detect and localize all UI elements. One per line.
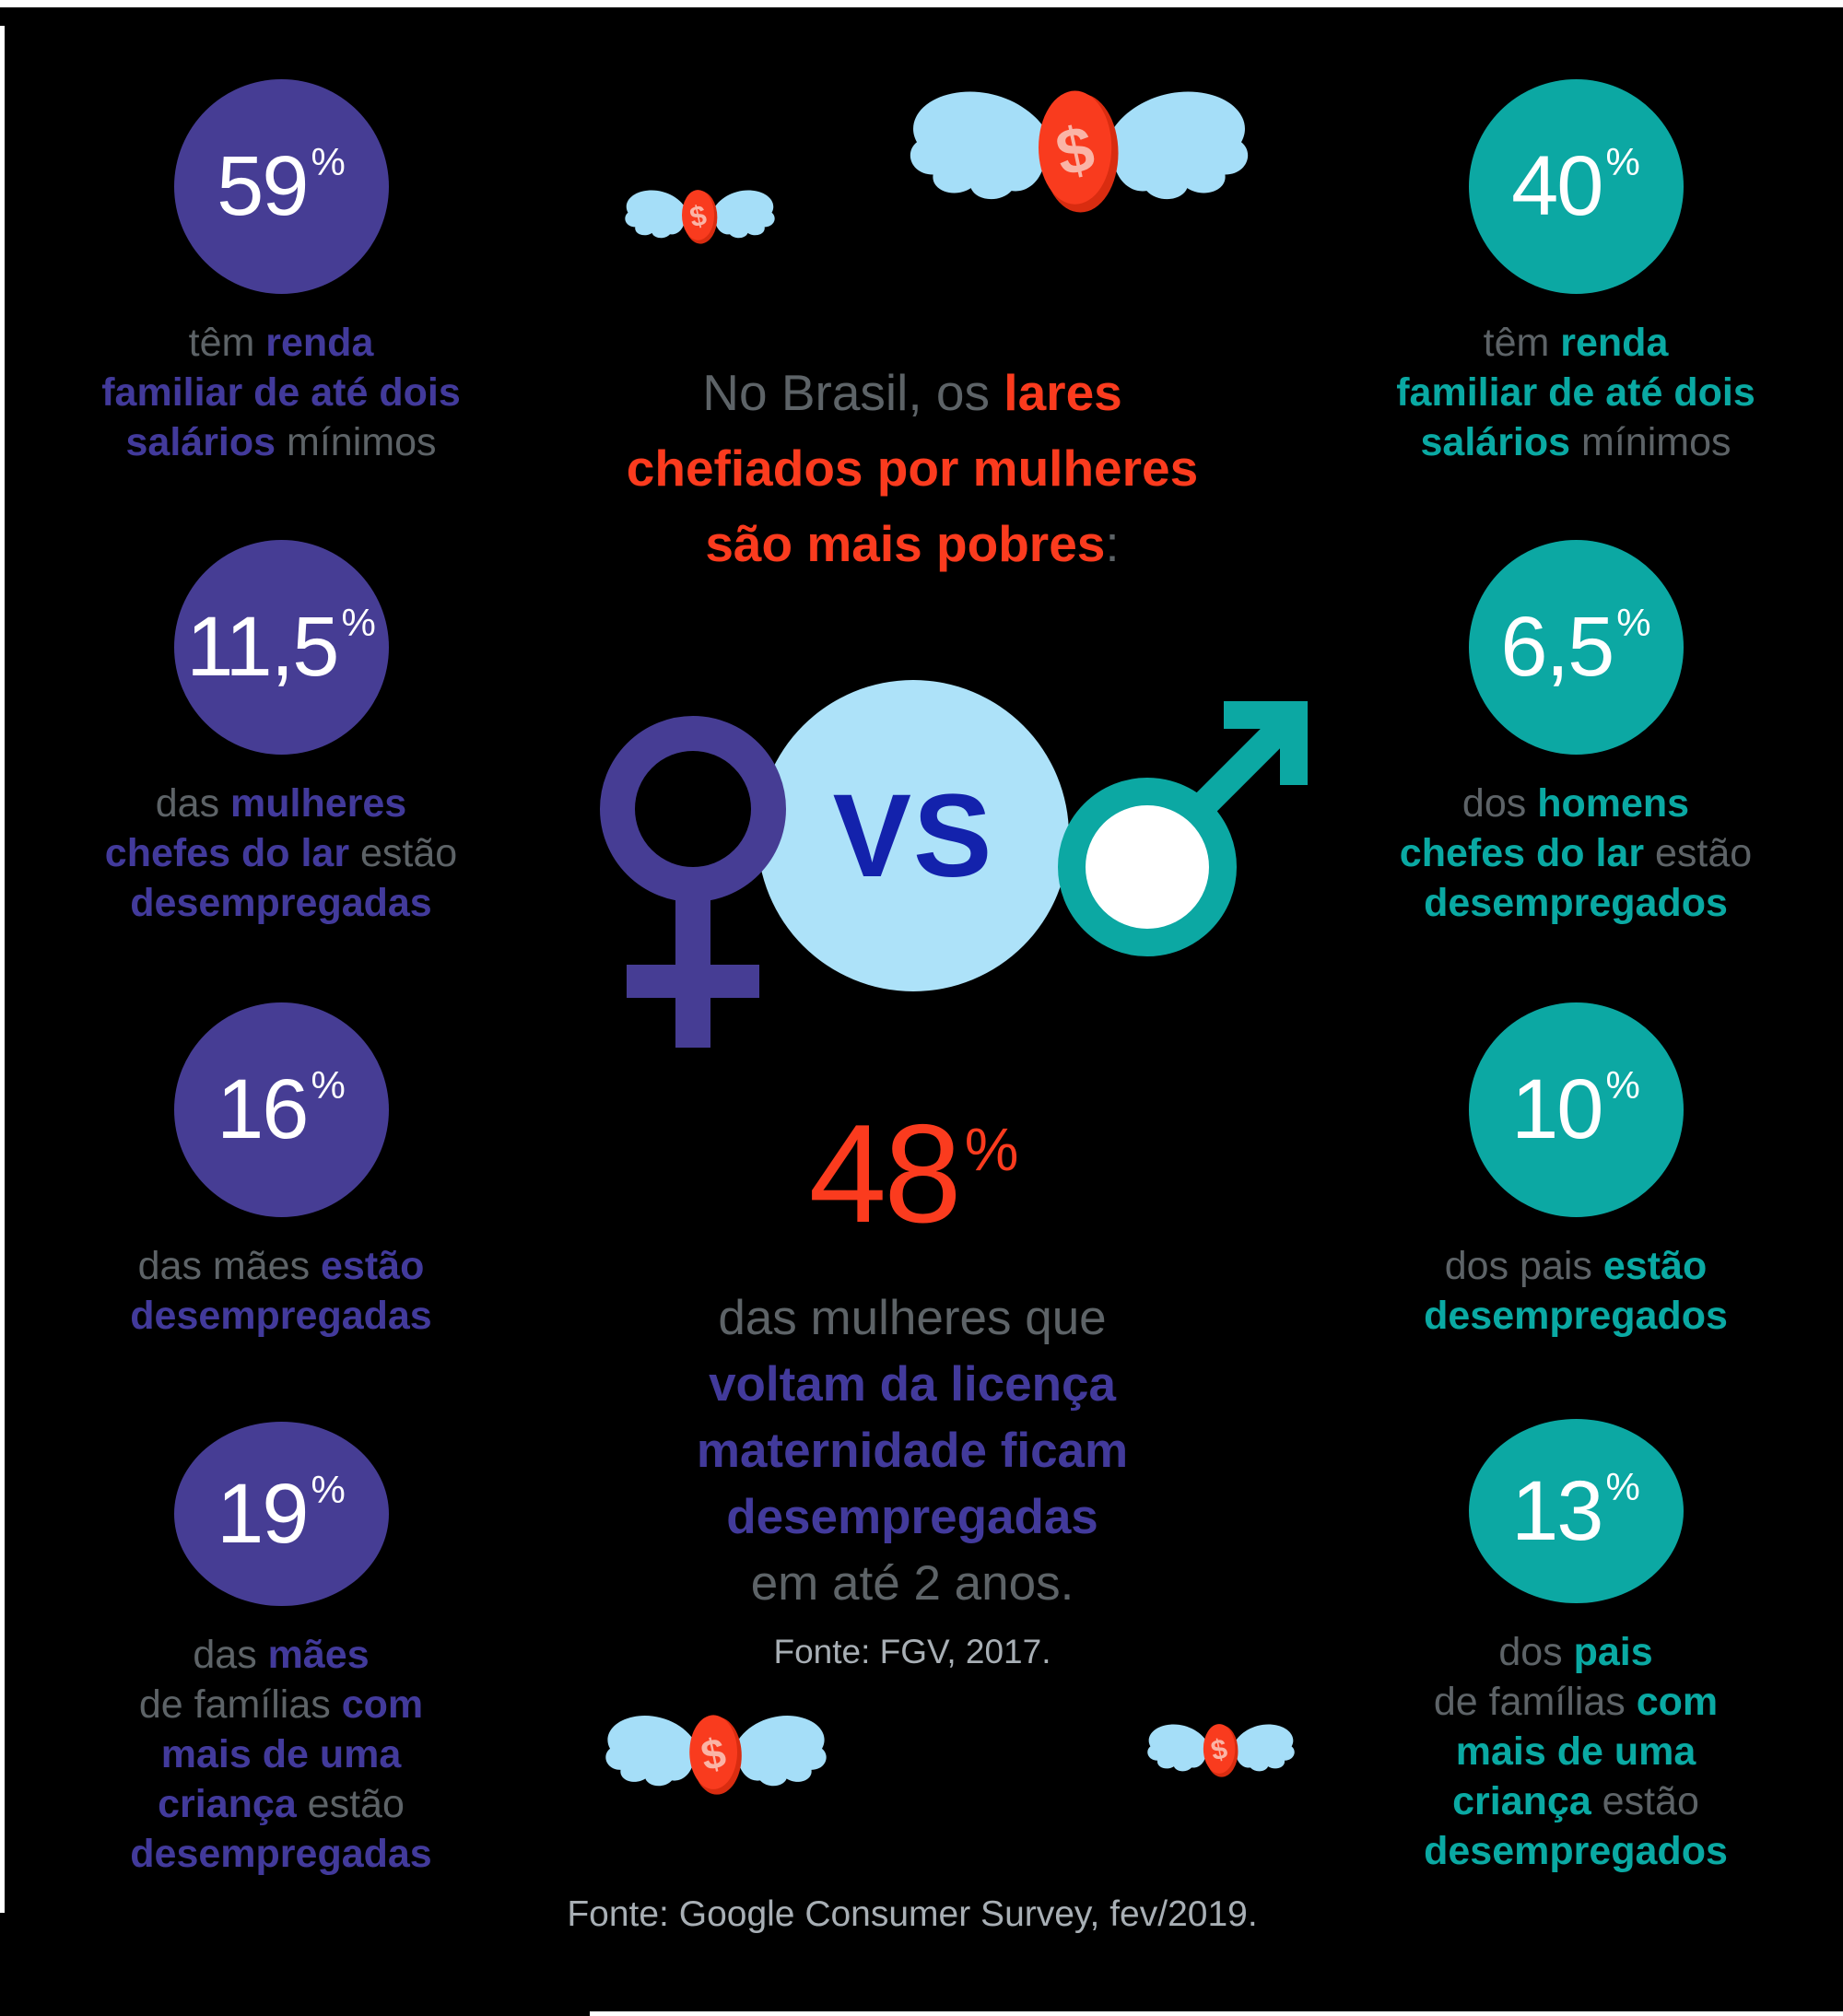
stat-circle: 10% (1468, 1002, 1684, 1217)
stat-circle: 40% (1468, 79, 1684, 294)
source-google-survey: Fonte: Google Consumer Survey, fev/2019. (567, 1894, 1258, 1934)
winged-money-icon-top-small (622, 182, 778, 253)
stat-caption: das mães de famílias com mais de uma crianç… (130, 1633, 432, 1876)
stat-fathers-unemployed: 10% dos pais estão desempregados (1364, 1002, 1788, 1341)
stat-value: 6,5 (1500, 600, 1614, 694)
percent-sign: % (341, 601, 376, 645)
percent-sign: % (964, 1114, 1019, 1183)
stat-caption: das mães estão desempregadas (130, 1244, 432, 1338)
stat-women-heads-unemployed: 11,5% das mulheres chefes do lar estão des… (69, 540, 493, 928)
winged-money-icon-bottom-right (1145, 1716, 1297, 1787)
stat-caption: das mulheres que voltam da licença materni… (696, 1291, 1129, 1611)
stat-circle: 16% (173, 1002, 389, 1217)
stat-caption: dos pais estão desempregados (1424, 1244, 1728, 1338)
stat-value: 11,5 (186, 600, 339, 694)
stat-mothers-multichild-unemployed: 19% das mães de famílias com mais de uma cr… (69, 1422, 493, 1879)
edge-strip-bottom (590, 2011, 1843, 2016)
percent-sign: % (1616, 601, 1651, 645)
stat-value: 10 (1511, 1062, 1603, 1156)
stat-caption: dos pais de famílias com mais de uma crianç… (1424, 1630, 1728, 1873)
percent-sign: % (1605, 1063, 1640, 1108)
winged-money-icon-top-big (903, 72, 1255, 234)
stat-number: 48 (808, 1096, 962, 1252)
female-gender-icon (585, 711, 802, 1066)
edge-strip-left (0, 26, 5, 1913)
stat-value: 40 (1511, 139, 1603, 233)
stat-circle: 59% (173, 79, 389, 294)
stat-circle: 19% (173, 1422, 389, 1606)
stat-value: 48% (562, 1104, 1262, 1271)
stat-value: 13 (1511, 1463, 1603, 1558)
winged-money-icon-bottom-left (601, 1703, 831, 1809)
vs-badge: VS (757, 680, 1069, 991)
stat-value: 59 (217, 139, 309, 233)
stat-mothers-unemployed: 16% das mães estão desempregadas (69, 1002, 493, 1341)
percent-sign: % (311, 140, 346, 184)
headline: No Brasil, os lares chefiados por mulhere… (626, 364, 1199, 572)
stat-men-heads-unemployed: 6,5% dos homens chefes do lar estão desemp… (1364, 540, 1788, 928)
stat-value: 16 (217, 1062, 309, 1156)
stat-circle: 11,5% (173, 540, 389, 755)
stat-circle: 13% (1468, 1419, 1684, 1603)
percent-sign: % (311, 1467, 346, 1511)
stat-caption: das mulheres chefes do lar estão desempreg… (104, 781, 458, 925)
source-fgv: Fonte: FGV, 2017. (773, 1633, 1051, 1670)
stat-maternity-leave-unemployment: 48% das mulheres que voltam da licença mat… (562, 1104, 1262, 1617)
percent-sign: % (1605, 140, 1640, 184)
stat-value: 19 (217, 1466, 309, 1561)
stat-women-income: 59% têm renda familiar de até dois salário… (69, 79, 493, 467)
male-gender-icon (1052, 689, 1320, 970)
stat-caption: têm renda familiar de até dois salários mí… (101, 321, 461, 464)
percent-sign: % (311, 1063, 346, 1108)
stat-caption: dos homens chefes do lar estão desempregad… (1399, 781, 1753, 925)
stat-caption: têm renda familiar de até dois salários mí… (1396, 321, 1755, 464)
stat-circle: 6,5% (1468, 540, 1684, 755)
edge-strip-top (0, 0, 1843, 7)
vs-label: VS (832, 769, 994, 902)
stat-fathers-multichild-unemployed: 13% dos pais de famílias com mais de uma cr… (1364, 1419, 1788, 1876)
percent-sign: % (1605, 1464, 1640, 1508)
stat-men-income: 40% têm renda familiar de até dois salário… (1364, 79, 1788, 467)
